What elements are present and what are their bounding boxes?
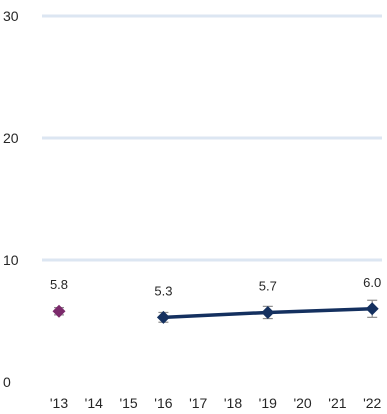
x-tick-label: '18 [224,395,242,411]
x-tick-label: '13 [50,395,68,411]
data-point-diamond [365,302,379,316]
series-layer: 5.8 5.3 5.7 6.0 [50,275,381,324]
y-tick-label: 0 [3,374,11,390]
y-axis: 0 10 20 30 [3,8,19,390]
x-tick-label: '15 [119,395,137,411]
data-point-diamond [156,310,170,324]
y-tick-label: 20 [3,130,19,146]
x-tick-label: '20 [293,395,311,411]
gridlines [42,14,382,262]
x-tick-label: '14 [85,395,103,411]
x-tick-label: '21 [328,395,346,411]
data-label: 6.0 [363,275,381,290]
data-label: 5.8 [50,277,68,292]
x-tick-label: '19 [259,395,277,411]
x-tick-label: '16 [154,395,172,411]
x-tick-label: '17 [189,395,207,411]
data-label: 5.7 [259,278,277,293]
data-point-diamond [261,305,275,319]
x-tick-label: '22 [363,395,381,411]
y-tick-label: 10 [3,252,19,268]
data-point-diamond [52,304,66,318]
y-tick-label: 30 [3,8,19,24]
x-axis: '13 '14 '15 '16 '17 '18 '19 '20 '21 '22 [50,395,382,411]
data-label: 5.3 [154,283,172,298]
